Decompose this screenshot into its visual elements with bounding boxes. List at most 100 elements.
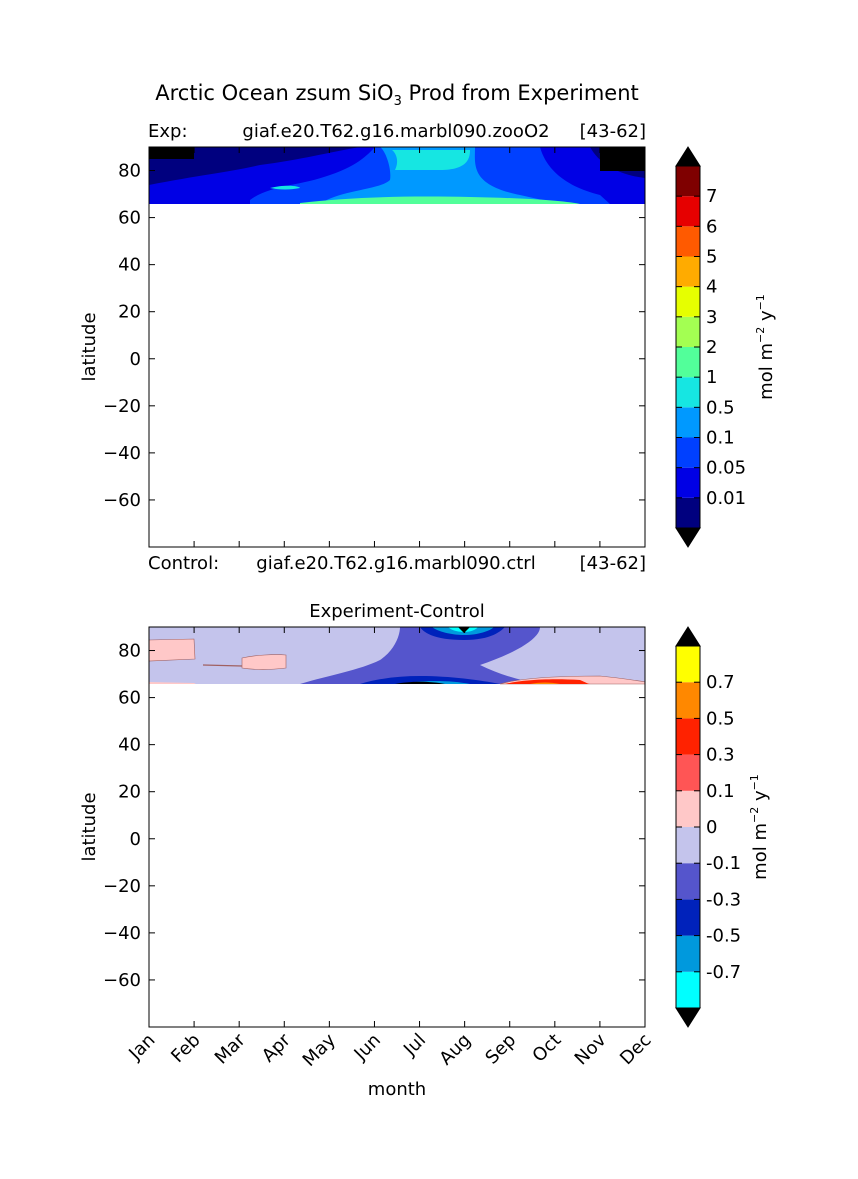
x-tick-label: Sep xyxy=(481,1030,520,1069)
difference-xlabel: month xyxy=(368,1079,426,1100)
exp-field-level5 xyxy=(300,196,580,204)
experiment-y-axis: 80 60 40 20 0 −20 −40 −60 xyxy=(103,161,645,511)
colorbar-tick-label: 6 xyxy=(706,216,717,237)
diff-field-pos-orange xyxy=(530,682,560,684)
y-tick-label: 20 xyxy=(118,782,141,803)
diff-field-pos-red xyxy=(505,679,590,684)
x-tick-label: Dec xyxy=(616,1030,655,1069)
colorbar-segment xyxy=(676,754,700,791)
diff-field-neg-core xyxy=(395,681,445,684)
colorbar-tick-label: -0.5 xyxy=(706,926,741,947)
colorbar-tick-label: 2 xyxy=(706,337,717,358)
colorbar-under-extend xyxy=(675,1007,701,1028)
difference-y-axis: 80 60 40 20 0 −20 −40 −60 xyxy=(103,641,645,991)
colorbar-segment xyxy=(676,899,700,936)
colorbar-tick-label: 0.05 xyxy=(706,458,746,479)
experiment-header-case: giaf.e20.T62.g16.marbl090.zooO2 xyxy=(242,121,549,142)
figure-title: Arctic Ocean zsum SiO3 Prod from Experim… xyxy=(155,81,639,109)
control-header-label: Control: xyxy=(148,553,219,574)
figure-title-prefix: Arctic Ocean zsum SiO xyxy=(155,81,393,105)
colorbar-segment xyxy=(676,166,700,197)
y-tick-label: −20 xyxy=(103,396,141,417)
y-tick-label: 0 xyxy=(130,829,141,850)
figure-title-subscript: 3 xyxy=(394,94,402,109)
y-tick-label: 80 xyxy=(118,161,141,182)
control-header-case: giaf.e20.T62.g16.marbl090.ctrl xyxy=(256,553,535,574)
colorbar-segment xyxy=(676,497,700,528)
y-tick-label: 0 xyxy=(130,349,141,370)
experiment-x-axis xyxy=(148,147,646,547)
colorbar-over-extend xyxy=(675,626,701,647)
y-tick-label: −40 xyxy=(103,443,141,464)
difference-colorbar-unit: mol m−2 y−1 xyxy=(748,774,771,880)
diff-field-pos-streak xyxy=(202,664,243,667)
difference-unit-base: mol m xyxy=(750,823,771,880)
difference-colorbar: 0.7 0.5 0.3 0.1 0 -0.1 -0.3 -0.5 -0.7 xyxy=(675,626,741,1028)
y-tick-label: 80 xyxy=(118,641,141,662)
colorbar-tick-label: 4 xyxy=(706,277,717,298)
experiment-header-years: [43-62] xyxy=(580,121,646,142)
x-tick-label: Nov xyxy=(571,1029,611,1069)
colorbar-tick-label: 0.5 xyxy=(706,397,735,418)
diff-field-neg2 xyxy=(360,676,500,684)
experiment-plot-frame xyxy=(148,146,646,548)
y-tick-label: −40 xyxy=(103,923,141,944)
colorbar-segment xyxy=(676,682,700,719)
colorbar-tick-label: 0.7 xyxy=(706,672,735,693)
difference-plot-background xyxy=(149,627,645,1027)
exp-field-level6 xyxy=(270,185,300,190)
colorbar-tick-label: -0.3 xyxy=(706,889,741,910)
difference-panel: Control: giaf.e20.T62.g16.marbl090.ctrl … xyxy=(79,553,771,1100)
colorbar-tick-label: 1 xyxy=(706,367,717,388)
colorbar-segment xyxy=(676,467,700,498)
colorbar-segment xyxy=(676,316,700,347)
experiment-colorbar: 7 6 5 4 3 2 1 0.5 0.1 0.05 0.01 xyxy=(675,146,746,548)
colorbar-segment xyxy=(676,256,700,287)
diff-field-pos-bottom-left xyxy=(149,682,196,684)
colorbar-tick-label: 0 xyxy=(706,817,717,838)
colorbar-over-extend xyxy=(675,146,701,167)
colorbar-segment xyxy=(676,196,700,227)
difference-unit-exp2: −1 xyxy=(748,774,761,790)
figure-title-suffix: Prod from Experiment xyxy=(402,81,639,105)
colorbar-segment xyxy=(676,827,700,864)
experiment-header-label: Exp: xyxy=(148,121,188,142)
exp-field-under-left xyxy=(149,147,194,159)
colorbar-tick-label: 0.1 xyxy=(706,781,735,802)
difference-plot-frame xyxy=(148,626,646,1028)
colorbar-tick-label: 5 xyxy=(706,247,717,268)
colorbar-segment xyxy=(676,971,700,1008)
difference-title: Experiment-Control xyxy=(309,601,485,622)
experiment-contour-field xyxy=(149,147,645,204)
colorbar-segment xyxy=(676,347,700,378)
experiment-unit-exp1: −2 xyxy=(754,327,767,343)
x-tick-label: May xyxy=(299,1029,340,1070)
colorbar-tick-label: 7 xyxy=(706,186,717,207)
exp-field-level3 xyxy=(320,147,560,204)
y-tick-label: −20 xyxy=(103,876,141,897)
experiment-panel: Exp: giaf.e20.T62.g16.marbl090.zooO2 [43… xyxy=(79,121,777,548)
colorbar-segment xyxy=(676,935,700,972)
x-tick-label: Jul xyxy=(399,1030,430,1061)
difference-contour-field xyxy=(148,627,646,685)
difference-unit-exp1: −2 xyxy=(748,807,761,823)
exp-field-level4 xyxy=(392,150,470,170)
diff-field-neg1 xyxy=(300,627,540,684)
y-tick-label: 60 xyxy=(118,688,141,709)
colorbar-segment xyxy=(676,437,700,468)
colorbar-tick-label: -0.7 xyxy=(706,962,741,983)
colorbar-tick-label: 0.01 xyxy=(706,488,746,509)
y-tick-label: −60 xyxy=(103,490,141,511)
x-tick-label: Aug xyxy=(435,1030,475,1070)
x-tick-label: Jan xyxy=(124,1030,159,1065)
colorbar-segment xyxy=(676,863,700,900)
difference-plot-area: 80 60 40 20 0 −20 −40 −60 Jan Feb Mar Apr May Jun Jul… xyxy=(79,626,656,1100)
x-tick-label: Mar xyxy=(211,1029,250,1068)
colorbar-tick-label: -0.1 xyxy=(706,853,741,874)
exp-field-under-right xyxy=(600,147,645,171)
experiment-unit-base: mol m xyxy=(756,343,777,400)
experiment-plot-area: 80 60 40 20 0 −20 −40 −60 latitude xyxy=(79,146,646,548)
experiment-unit-exp2: −1 xyxy=(754,294,767,310)
colorbar-segment xyxy=(676,790,700,827)
experiment-plot-background xyxy=(149,147,645,547)
